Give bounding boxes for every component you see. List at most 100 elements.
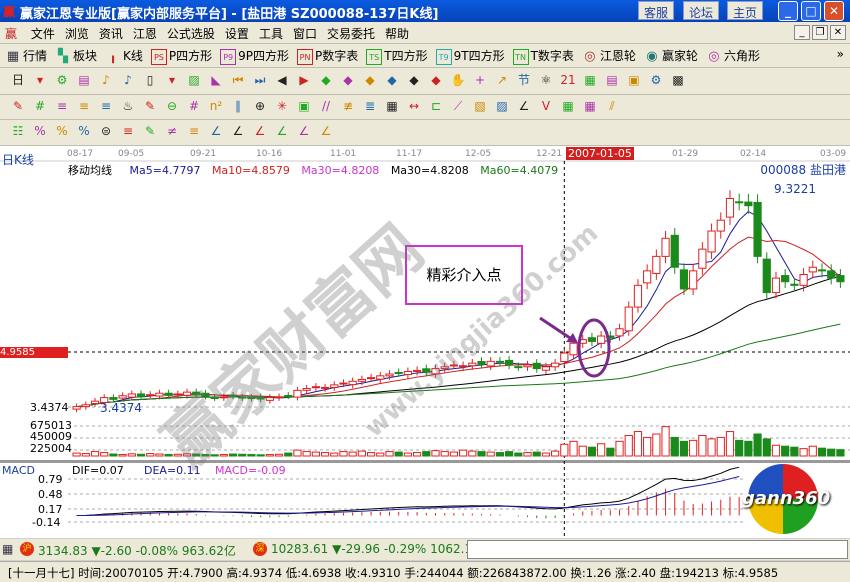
toolbar-button[interactable]: PN P数字表 xyxy=(295,46,358,66)
menu-item[interactable]: 资讯 xyxy=(98,27,123,41)
toolbar-button[interactable]: ╻ K线 xyxy=(103,46,143,66)
mdi-close-button[interactable]: ✕ xyxy=(830,25,846,40)
toolbar-button[interactable]: TN T数字表 xyxy=(511,46,574,66)
toolbar-button[interactable]: ◎ 江恩轮 xyxy=(580,46,636,66)
tool-icon[interactable]: ∥ xyxy=(235,99,241,113)
minimize-button[interactable]: _ xyxy=(778,1,798,21)
tool-icon[interactable]: ♪ xyxy=(124,73,132,87)
service-link[interactable]: 客服 xyxy=(638,1,675,20)
tool-icon[interactable]: ▤ xyxy=(606,73,618,87)
maximize-button[interactable]: □ xyxy=(801,1,821,21)
tool-icon[interactable]: ♨ xyxy=(122,99,134,113)
tool-icon[interactable]: 节 xyxy=(517,73,530,87)
tool-icon[interactable]: ≡ xyxy=(100,99,112,113)
close-button[interactable]: ✕ xyxy=(824,1,844,21)
menu-item[interactable]: 浏览 xyxy=(64,27,89,41)
tool-icon[interactable]: ▦ xyxy=(562,99,574,113)
tool-icon[interactable]: 日 xyxy=(11,73,24,87)
toolbar-button[interactable]: TS T四方形 xyxy=(364,46,428,66)
tool-icon[interactable]: ▾ xyxy=(168,73,176,87)
toolbar-button[interactable]: P9 9P四方形 xyxy=(218,46,289,66)
tool-icon[interactable]: ∠ xyxy=(518,99,530,113)
tool-icon[interactable]: + xyxy=(474,73,486,87)
tool-icon[interactable]: ∠ xyxy=(210,124,222,138)
tool-icon[interactable]: ⟋ xyxy=(453,99,463,113)
tool-icon[interactable]: ◆ xyxy=(365,73,375,87)
app-menu-icon[interactable]: 赢 xyxy=(5,27,18,41)
tool-icon[interactable]: ▦ xyxy=(584,73,596,87)
tool-icon[interactable]: ⊜ xyxy=(100,124,112,138)
tool-icon[interactable]: ▦ xyxy=(584,99,596,113)
quote-table-icon[interactable]: ▦ xyxy=(2,542,14,556)
shanghai-index[interactable]: 3134.83 ▼-2.60 -0.08% 963.62亿 xyxy=(38,542,236,559)
toolbar-button[interactable]: ◉ 赢家轮 xyxy=(642,46,698,66)
tool-icon[interactable]: ✎ xyxy=(144,99,156,113)
kline-chart[interactable]: 日K线 08-17 09-05 09-21 10-16 11-01 11-17 12-05 1… xyxy=(0,146,850,538)
shenzhen-index[interactable]: 10283.61 ▼-29.96 -0.29% 1062.1 xyxy=(271,542,472,556)
tool-icon[interactable]: 21 xyxy=(560,73,576,87)
tool-icon[interactable]: # xyxy=(188,99,200,113)
menu-item[interactable]: 设置 xyxy=(224,27,249,41)
tool-icon[interactable]: % xyxy=(34,124,46,138)
message-field[interactable] xyxy=(467,540,848,559)
tool-icon[interactable]: ◆ xyxy=(321,73,331,87)
tool-icon[interactable]: ▯ xyxy=(146,73,154,87)
tool-icon[interactable]: ≡ xyxy=(56,99,68,113)
tool-icon[interactable]: ⏮ xyxy=(232,73,244,87)
tool-icon[interactable]: ⊕ xyxy=(254,99,266,113)
tool-icon[interactable]: ✎ xyxy=(144,124,156,138)
tool-icon[interactable]: ◆ xyxy=(387,73,397,87)
mdi-restore-button[interactable]: ❐ xyxy=(812,25,828,40)
tool-icon[interactable]: ◆ xyxy=(409,73,419,87)
menu-item[interactable]: 文件 xyxy=(30,27,55,41)
tool-icon[interactable]: ▤ xyxy=(78,73,90,87)
tool-icon[interactable]: ✳ xyxy=(276,99,288,113)
tool-icon[interactable]: ◀ xyxy=(277,73,287,87)
tool-icon[interactable]: ≠ xyxy=(166,124,178,138)
toolbar-button[interactable]: ▚ 板块 xyxy=(53,46,97,66)
tool-icon[interactable]: # xyxy=(34,99,46,113)
tool-icon[interactable]: ◆ xyxy=(431,73,441,87)
tool-icon[interactable]: ≡ xyxy=(78,99,90,113)
tool-icon[interactable]: ⊏ xyxy=(430,99,442,113)
toolbar-button[interactable]: T9 9T四方形 xyxy=(434,46,505,66)
toolbar-button[interactable]: ◎ 六角形 xyxy=(704,46,760,66)
tool-icon[interactable]: ∠ xyxy=(232,124,244,138)
menu-item[interactable]: 帮助 xyxy=(384,27,409,41)
tool-icon[interactable]: V xyxy=(541,99,551,113)
tool-icon[interactable]: % xyxy=(56,124,68,138)
toolbar-button[interactable]: ▦ 行情 xyxy=(3,46,47,66)
tool-icon[interactable]: ∠ xyxy=(298,124,310,138)
tool-icon[interactable]: ≡ xyxy=(122,124,134,138)
menu-item[interactable]: 工具 xyxy=(258,27,283,41)
tool-icon[interactable]: ≡ xyxy=(188,124,200,138)
forum-link[interactable]: 论坛 xyxy=(683,1,720,20)
tool-icon[interactable]: ⚙ xyxy=(56,73,68,87)
tool-icon[interactable]: % xyxy=(78,124,90,138)
tool-icon[interactable]: ⫽ xyxy=(609,99,615,113)
tool-icon[interactable]: n² xyxy=(209,99,223,113)
tool-icon[interactable]: ▣ xyxy=(298,99,310,113)
tool-icon[interactable]: ⚙ xyxy=(650,73,662,87)
tool-icon[interactable]: ▦ xyxy=(386,99,398,113)
tool-icon[interactable]: ▣ xyxy=(628,73,640,87)
tool-icon[interactable]: ▶ xyxy=(299,73,309,87)
mdi-minimize-button[interactable]: _ xyxy=(794,25,810,40)
tool-icon[interactable]: ▾ xyxy=(36,73,44,87)
tool-icon[interactable]: ↗ xyxy=(496,73,508,87)
tool-icon[interactable]: ▨ xyxy=(496,99,508,113)
menu-item[interactable]: 公式选股 xyxy=(166,27,215,41)
menu-item[interactable]: 窗口 xyxy=(292,27,317,41)
tool-icon[interactable]: ♪ xyxy=(102,73,110,87)
menu-item[interactable]: 交易委托 xyxy=(326,27,375,41)
tool-icon[interactable]: ∠ xyxy=(276,124,288,138)
tool-icon[interactable]: ◆ xyxy=(343,73,353,87)
tool-icon[interactable]: ▧ xyxy=(474,99,486,113)
tool-icon[interactable]: ⊖ xyxy=(166,99,178,113)
more-chevron-icon[interactable]: » xyxy=(836,47,844,61)
tool-icon[interactable]: ◣ xyxy=(211,73,221,87)
tool-icon[interactable]: ⏭ xyxy=(254,73,266,87)
tool-icon[interactable]: ↔ xyxy=(408,99,420,113)
tool-icon[interactable]: ∠ xyxy=(320,124,332,138)
tool-icon[interactable]: ∠ xyxy=(254,124,266,138)
